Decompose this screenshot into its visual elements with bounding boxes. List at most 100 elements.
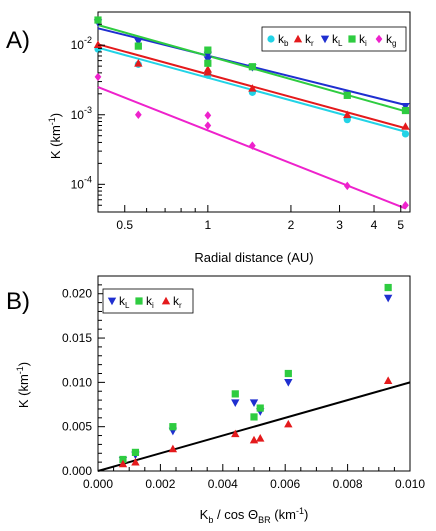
y-tick-label: 10-4 [71,174,92,191]
panel-a-label: A) [6,27,30,54]
y-tick-label: 0.020 [62,287,92,301]
point-kg [94,72,102,82]
point-kL [231,399,240,407]
point-kg [204,121,212,130]
point-kr [131,457,140,466]
legend-label-kL: kL [119,294,130,310]
legend-entry-kr: kr [161,294,182,310]
panel-b-label: B) [6,288,30,315]
panel-b-legend: kL ki kr [102,288,194,314]
point-kr [249,435,259,444]
y-tick-label: 0.000 [62,464,92,478]
point-ki [131,448,140,456]
panel-a-legend: kb kr kL ki kg [261,26,407,52]
point-ki [256,404,264,412]
panel-a-plot-frame [97,11,411,213]
legend-marker-kr [293,34,303,43]
point-ki [343,91,351,99]
legend-box [102,288,194,314]
point-ki [248,63,256,71]
point-ki [204,59,212,67]
panel-b-fit-line [97,381,411,472]
panel-a-fit-lines [97,24,406,210]
panel-b-points [118,283,393,468]
legend-entry-kr: kr [293,32,314,48]
x-tick-label: 1 [204,218,211,232]
y-tick-label: 0.005 [62,420,92,434]
point-ki [384,283,392,292]
x-tick-label: 0.5 [116,218,133,232]
legend-marker-kL [320,35,330,44]
point-kg [402,201,409,210]
legend-entry-ki: ki [348,32,367,48]
legend-label-kg: kg [386,32,396,48]
legend-label-ki: ki [146,294,154,310]
fit-line [97,381,411,472]
panel-a: A) 0.5 1 2 3 4 5 10-2 10-3 10-4 Radial distance… [6,11,411,265]
legend-label-kr: kr [305,32,314,48]
panel-b-x-ticks: 0.000 0.002 0.004 0.006 0.008 0.010 [83,464,425,491]
x-tick-label: 0.006 [270,477,300,491]
legend-entry-kg: kg [375,32,396,48]
legend-marker-kb [267,35,275,43]
point-ki [169,423,177,431]
panel-b-y-axis-label: K (km-1) [15,362,31,408]
point-ki [250,413,258,421]
point-kb [401,130,410,138]
panel-b: B) 0.000 0.002 0.004 0.006 0.008 0.010 0.0000… [6,275,425,525]
x-tick-label: 5 [397,218,404,232]
point-kr [343,110,352,119]
legend-marker-ki [135,297,143,305]
point-kr [248,84,257,92]
x-tick-label: 3 [336,218,343,232]
legend-label-kb: kb [278,32,289,48]
point-ki [134,42,142,50]
point-kg [343,181,351,191]
point-ki [284,369,292,378]
panel-b-x-axis-label: Kb / cos ΘBR (km-1) [200,506,309,525]
legend-marker-kr [161,296,171,305]
legend-label-kr: kr [173,294,182,310]
panel-a-y-axis-label: K (km-1) [47,113,63,159]
x-tick-label: 0.002 [145,477,175,491]
legend-label-ki: ki [359,32,367,48]
legend-entry-kL: kL [320,32,343,48]
point-ki [401,106,410,115]
point-kr [284,419,293,428]
legend-marker-ki [348,35,356,43]
point-kr [256,434,265,442]
legend-entry-ki: ki [135,294,154,310]
legend-marker-kL [107,297,117,306]
point-kr [401,122,410,130]
point-kr [118,459,128,468]
point-kr [134,59,143,67]
y-tick-label: 10-2 [71,35,92,52]
point-ki [119,455,127,464]
x-tick-label: 0.008 [333,477,363,491]
y-tick-label: 10-3 [71,105,92,122]
point-kL [401,103,410,111]
panel-a-points [93,16,410,210]
x-tick-label: 0.004 [208,477,238,491]
legend-label-kL: kL [332,32,343,48]
point-kr [168,444,178,453]
point-kr [203,67,213,76]
x-tick-label: 4 [371,218,378,232]
panel-b-y-ticks: 0.000 0.005 0.010 0.015 0.020 [62,275,105,478]
x-tick-label: 0.000 [83,477,113,491]
point-ki [204,46,212,54]
point-kg [134,110,142,119]
point-kL [284,379,293,387]
point-kg [204,111,212,120]
y-tick-label: 0.015 [62,331,92,345]
legend-marker-kg [375,34,383,44]
point-kL [383,294,393,303]
point-kr [383,376,393,384]
panel-a-x-ticks: 0.5 1 2 3 4 5 [97,205,404,232]
panel-a-y-ticks: 10-2 10-3 10-4 [71,11,105,213]
point-ki [231,390,239,398]
point-kL [134,38,143,46]
point-kr [231,429,240,438]
point-kr [93,40,103,48]
